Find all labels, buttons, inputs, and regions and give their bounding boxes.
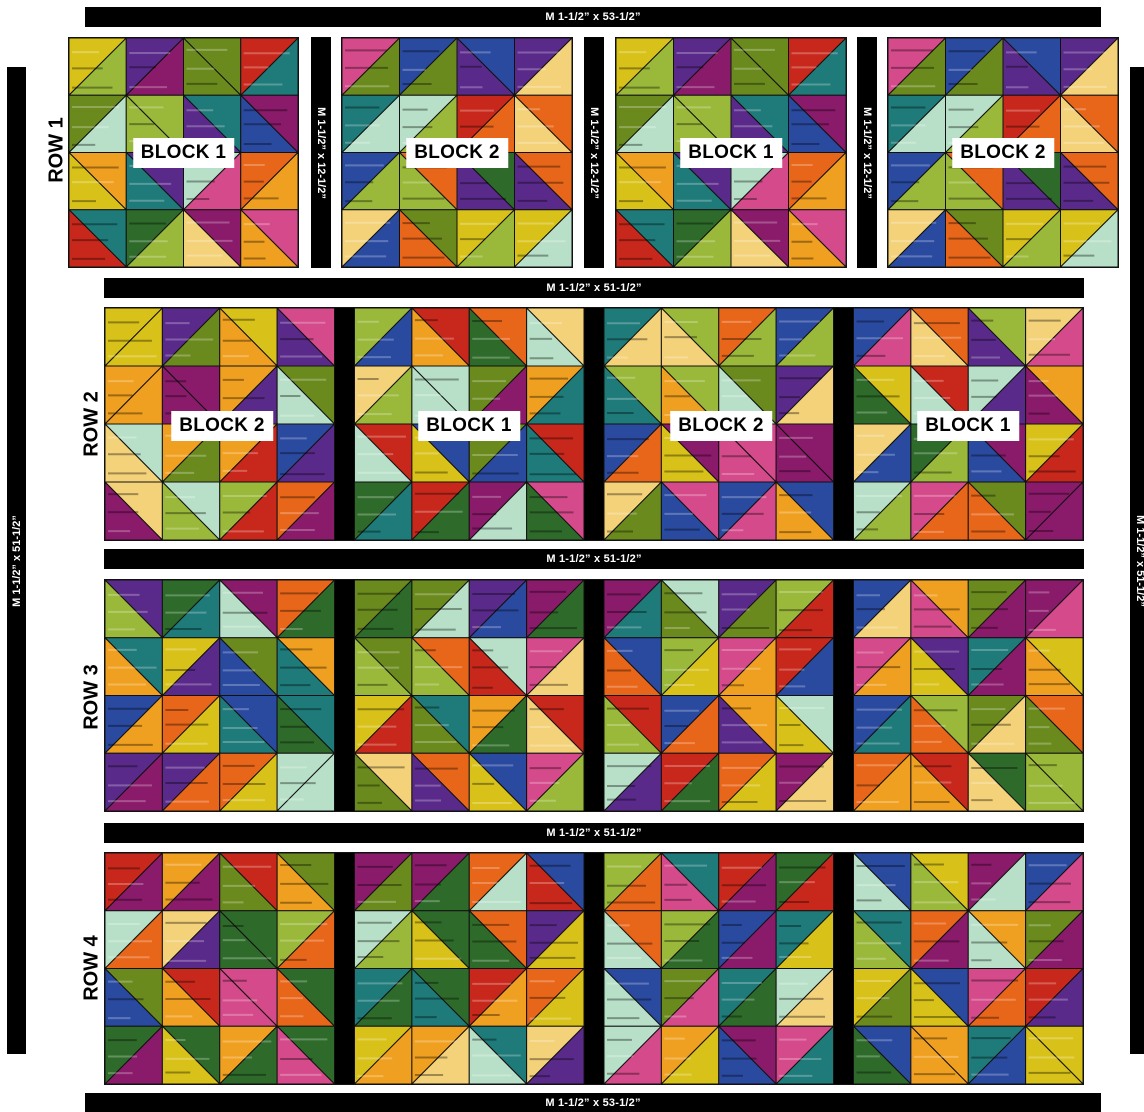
quilt-triangle bbox=[468, 752, 528, 811]
row-sash-2: M 1-1/2” x 51-1/2” bbox=[104, 549, 1084, 569]
quilt-triangle bbox=[276, 752, 335, 811]
row1-block-3: BLOCK 1 bbox=[615, 37, 847, 268]
block-label: BLOCK 2 bbox=[406, 137, 508, 168]
quilt-triangle bbox=[853, 1025, 912, 1084]
quilt-triangle bbox=[1025, 752, 1083, 811]
quilt-triangle bbox=[525, 1025, 585, 1084]
row3-panel bbox=[104, 579, 1084, 812]
quilt-triangle bbox=[788, 208, 846, 267]
bottom-strip: M 1-1/2” x 53-1/2” bbox=[85, 1093, 1101, 1112]
quilt-triangle bbox=[660, 480, 720, 540]
quilt-triangle bbox=[354, 752, 413, 811]
row1-block-1: BLOCK 1 bbox=[68, 37, 299, 268]
quilt-triangle bbox=[616, 209, 675, 267]
row-sash-1: M 1-1/2” x 51-1/2” bbox=[104, 278, 1084, 298]
row1-sash-3: M 1-1/2” x 12-1/2” bbox=[857, 37, 877, 268]
left-strip-label: M 1-1/2” x 51-1/2” bbox=[10, 514, 23, 607]
quilt-triangle bbox=[775, 1025, 834, 1084]
quilt-triangle bbox=[69, 209, 127, 267]
quilt-triangle bbox=[240, 208, 298, 267]
row2-block-4-label: BLOCK 1 bbox=[917, 411, 1019, 441]
row2-block-2-label: BLOCK 1 bbox=[418, 411, 520, 441]
quilt-triangle bbox=[910, 752, 969, 811]
quilt-triangle bbox=[945, 208, 1004, 267]
quilt-triangle bbox=[967, 480, 1027, 540]
quilt-triangle bbox=[276, 1025, 336, 1084]
row1-block-4: BLOCK 2 bbox=[887, 37, 1119, 268]
quilt-triangle bbox=[105, 481, 164, 540]
quilt-triangle bbox=[411, 752, 470, 811]
quilt-triangle bbox=[967, 752, 1027, 811]
quilt-triangle bbox=[1059, 209, 1118, 267]
block-label: BLOCK 2 bbox=[952, 137, 1054, 168]
row4-panel bbox=[104, 852, 1084, 1085]
quilt-triangle bbox=[513, 209, 572, 267]
quilt-triangle bbox=[161, 480, 221, 540]
quilt-triangle bbox=[399, 208, 458, 267]
quilt-triangle bbox=[1025, 1025, 1083, 1084]
sash-label: M 1-1/2” x 12-1/2” bbox=[315, 106, 327, 199]
sash-label: M 1-1/2” x 12-1/2” bbox=[588, 106, 600, 199]
row1-sash-1: M 1-1/2” x 12-1/2” bbox=[311, 37, 331, 268]
quilt-triangle bbox=[526, 480, 585, 540]
quilt-triangle bbox=[718, 1025, 777, 1084]
row2-block-1-label: BLOCK 2 bbox=[171, 411, 273, 441]
row-sash-3: M 1-1/2” x 51-1/2” bbox=[104, 823, 1084, 843]
quilt-triangle bbox=[730, 208, 790, 267]
quilt-triangle bbox=[468, 1025, 528, 1084]
block-label: BLOCK 1 bbox=[132, 137, 235, 168]
row2-block-3-label: BLOCK 2 bbox=[670, 411, 772, 441]
block-label: BLOCK 1 bbox=[680, 137, 782, 168]
sash-label: M 1-1/2” x 12-1/2” bbox=[861, 106, 873, 199]
quilt-triangle bbox=[276, 480, 335, 540]
row1-label: ROW 1 bbox=[45, 117, 68, 183]
left-strip: M 1-1/2” x 51-1/2” bbox=[7, 67, 26, 1054]
right-strip-label: M 1-1/2” x 51-1/2” bbox=[1134, 515, 1144, 607]
top-strip: M 1-1/2” x 53-1/2” bbox=[85, 7, 1101, 27]
row2-label: ROW 2 bbox=[80, 391, 103, 457]
quilt-triangle bbox=[775, 480, 835, 540]
quilt-triangle bbox=[525, 752, 585, 811]
quilt-triangle bbox=[183, 208, 242, 267]
quilt-triangle bbox=[775, 752, 834, 811]
quilt-triangle bbox=[1024, 481, 1083, 540]
row4-label: ROW 4 bbox=[80, 935, 103, 1001]
quilt-triangle bbox=[161, 1025, 221, 1084]
right-strip: M 1-1/2” x 51-1/2” bbox=[1130, 67, 1144, 1054]
quilt-triangle bbox=[910, 1025, 969, 1084]
row1-block-2: BLOCK 2 bbox=[341, 37, 573, 268]
row1-sash-2: M 1-1/2” x 12-1/2” bbox=[584, 37, 604, 268]
row3-label: ROW 3 bbox=[80, 664, 103, 730]
